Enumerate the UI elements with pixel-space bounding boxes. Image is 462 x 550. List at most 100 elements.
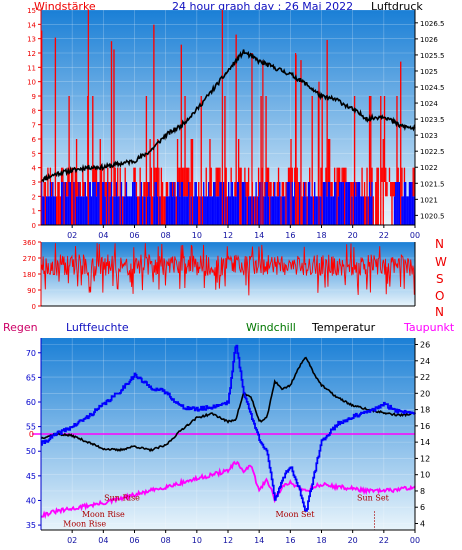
wind-avg-bar xyxy=(361,196,363,225)
chart-c-right-tick-label: 26 xyxy=(420,341,430,350)
wind-gust-bar xyxy=(79,182,81,197)
wind-gust-bar xyxy=(338,167,341,182)
wind-gust-bar xyxy=(325,167,327,182)
chart-c-x-tick-label: 00 xyxy=(410,536,420,545)
wind-avg-bar xyxy=(180,182,182,225)
wind-avg-bar xyxy=(333,182,336,225)
wind-gust-bar xyxy=(230,167,232,182)
chart-a-left-tick-label: 3 xyxy=(32,179,36,187)
chart-a-x-tick-label: 14 xyxy=(254,231,264,240)
wind-avg-bar xyxy=(98,182,100,225)
wind-avg-bar xyxy=(271,196,273,225)
annotation-label: Moon Rise xyxy=(63,520,106,529)
wind-avg-bar xyxy=(43,196,45,225)
compass-s: S xyxy=(436,272,444,286)
wind-avg-bar xyxy=(270,196,272,225)
wind-avg-bar xyxy=(235,196,237,225)
wind-avg-bar xyxy=(346,182,348,225)
wind-avg-bar xyxy=(176,182,179,225)
chart-a-right-tick-label: 1022.5 xyxy=(420,148,445,156)
wind-gust-bar xyxy=(144,182,146,197)
wind-avg-bar xyxy=(315,196,317,225)
wind-gust-bar xyxy=(67,167,69,197)
wind-avg-bar xyxy=(219,182,221,225)
wind-avg-bar xyxy=(228,182,230,225)
wind-avg-bar xyxy=(347,182,350,225)
wind-gust-bar xyxy=(94,167,96,182)
wind-avg-bar xyxy=(289,182,291,225)
wind-avg-bar xyxy=(171,196,174,225)
chart-a-left-tick-label: 6 xyxy=(32,136,37,144)
chart-a-left-tick-label: 7 xyxy=(32,122,36,130)
wind-gust-bar xyxy=(412,167,414,197)
wind-avg-bar xyxy=(75,196,78,225)
wind-avg-bar xyxy=(304,182,306,225)
wind-avg-bar xyxy=(223,182,225,225)
wind-avg-bar xyxy=(225,196,227,225)
chart-c-right-tick-label: 22 xyxy=(420,373,430,382)
wind-gust-bar xyxy=(361,167,363,197)
chart-a-left-tick-label: 11 xyxy=(27,64,36,72)
wind-gust-bar xyxy=(135,182,138,197)
wind-gust-bar xyxy=(276,182,278,197)
wind-gust-bar xyxy=(370,96,372,197)
wind-avg-bar xyxy=(77,196,79,225)
wind-avg-bar xyxy=(210,196,212,225)
wind-avg-bar xyxy=(88,182,90,225)
chart-a-left-tick-label: 13 xyxy=(27,36,36,44)
wind-gust-bar xyxy=(343,167,346,225)
wind-avg-bar xyxy=(67,196,69,225)
wind-avg-bar xyxy=(407,196,409,225)
wind-avg-bar xyxy=(266,182,268,225)
chart-c-right-tick-label: 12 xyxy=(420,454,430,463)
annotation-label: Sun Rise xyxy=(104,494,140,503)
wind-avg-bar xyxy=(337,196,340,225)
wind-gust-bar xyxy=(146,182,149,197)
wind-avg-bar xyxy=(398,182,401,225)
wind-gust-bar xyxy=(190,139,192,197)
wind-gust-bar xyxy=(266,167,268,182)
wind-avg-bar xyxy=(353,182,356,225)
chart-c-right-tick-label: 20 xyxy=(420,389,430,398)
wind-gust-bar xyxy=(205,167,207,197)
wind-gust-bar xyxy=(77,182,79,197)
wind-avg-bar xyxy=(181,182,184,225)
wind-gust-bar xyxy=(57,182,59,225)
wind-avg-bar xyxy=(335,182,337,225)
chart-a-right-tick-label: 1026.5 xyxy=(420,20,445,28)
wind-avg-bar xyxy=(247,196,250,225)
chart-a-left-tick-label: 15 xyxy=(27,7,36,15)
wind-gust-spike xyxy=(221,10,223,225)
wind-gust-bar xyxy=(175,196,177,225)
chart-b-left-tick-label: 0 xyxy=(32,303,36,311)
chart-c-x-tick-label: 08 xyxy=(161,536,171,545)
wind-avg-bar xyxy=(73,182,75,225)
rain-zero-label: 0 xyxy=(29,430,34,439)
wind-gust-bar xyxy=(285,182,287,225)
wind-gust-bar xyxy=(367,196,369,225)
wind-gust-bar xyxy=(154,167,156,182)
wind-avg-bar xyxy=(220,182,222,225)
wind-avg-bar xyxy=(214,182,216,225)
wind-gust-bar xyxy=(145,96,148,225)
wind-avg-bar xyxy=(294,182,296,225)
wind-gust-bar xyxy=(390,182,392,197)
wind-avg-bar xyxy=(319,196,321,225)
wind-gust-bar xyxy=(256,196,259,225)
wind-avg-bar xyxy=(307,182,310,225)
wind-gust-bar xyxy=(62,167,64,182)
wind-avg-bar xyxy=(179,196,181,225)
wind-avg-bar xyxy=(299,182,301,225)
header-windstaerke-label: Windstärke xyxy=(34,0,96,13)
wind-avg-bar xyxy=(310,196,312,225)
wind-gust-bar xyxy=(151,196,154,225)
wind-gust-bar xyxy=(301,196,303,225)
wind-gust-bar xyxy=(291,167,293,182)
wind-gust-bar xyxy=(353,96,356,182)
wind-gust-bar xyxy=(209,139,211,197)
wind-gust-bar xyxy=(136,196,139,225)
wind-avg-bar xyxy=(259,182,261,225)
wind-avg-bar xyxy=(282,196,285,225)
wind-gust-bar xyxy=(199,196,201,225)
wind-gust-bar xyxy=(219,167,221,182)
